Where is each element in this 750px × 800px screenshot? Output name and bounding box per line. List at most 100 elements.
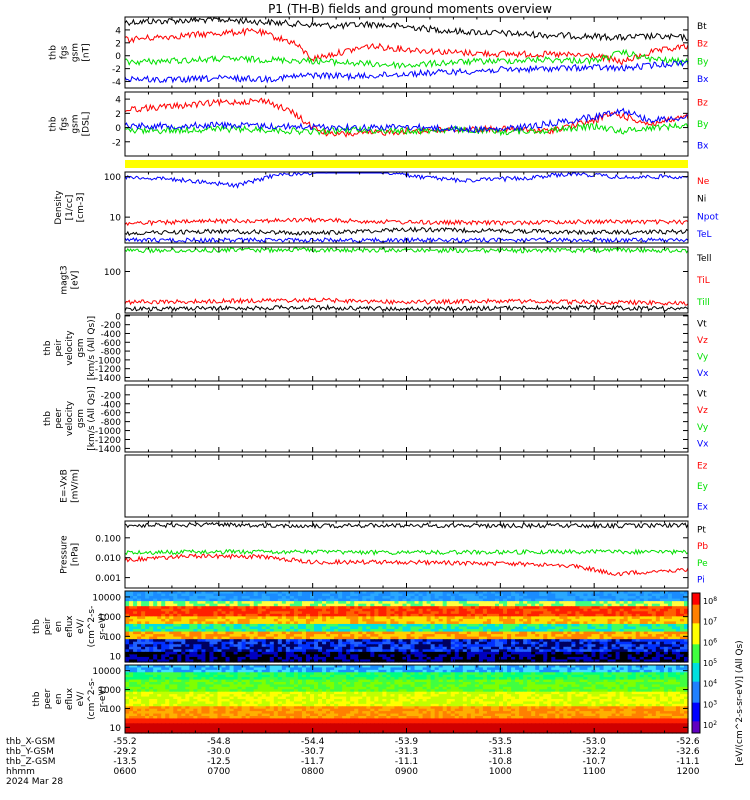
spectrogram-cell: [639, 659, 645, 663]
spectrogram-cell: [418, 651, 424, 655]
spectrogram-cell: [523, 621, 528, 625]
spectrogram-cell: [197, 665, 203, 669]
spectrogram-cell: [378, 649, 383, 653]
spectrogram-cell: [305, 591, 311, 595]
spectrogram-cell: [366, 656, 371, 661]
spectrogram-cell: [309, 596, 315, 600]
spectrogram-cell: [221, 621, 227, 625]
spectrogram-cell: [406, 623, 412, 628]
spectrogram-cell: [571, 593, 576, 597]
spectrogram-cell: [378, 636, 383, 640]
spectrogram-cell: [539, 608, 544, 612]
spectrogram-cell: [229, 608, 235, 612]
spectrogram-cell: [245, 669, 251, 673]
spectrogram-cell: [466, 634, 472, 638]
spectrogram-cell: [273, 634, 279, 638]
spectrogram-cell: [426, 626, 432, 630]
spectrogram-cell: [607, 631, 613, 635]
spectrogram-cell: [305, 608, 311, 612]
spectrogram-cell: [362, 608, 367, 612]
spectrogram-cell: [639, 623, 645, 628]
spectrogram-cell: [169, 629, 174, 633]
spectrogram-cell: [133, 611, 138, 615]
spectrogram-cell: [358, 593, 363, 597]
spectrogram-cell: [273, 669, 279, 673]
spectrogram-cell: [193, 649, 198, 653]
spectrogram-cell: [470, 623, 476, 628]
spectrogram-cell: [249, 636, 255, 640]
spectrogram-cell: [318, 656, 323, 661]
spectrogram-cell: [422, 608, 428, 612]
spectrogram-cell: [281, 649, 287, 653]
spectrogram-cell: [221, 644, 227, 648]
spectrogram-cell: [269, 613, 275, 617]
spectrogram-cell: [145, 593, 150, 597]
spectrogram-cell: [470, 659, 476, 663]
spectrogram-cell: [631, 669, 637, 673]
spectrogram-cell: [281, 646, 287, 650]
spectrogram-cell: [679, 621, 685, 625]
spectrogram-cell: [326, 626, 331, 630]
spectrogram-cell: [651, 608, 657, 612]
spectrogram-cell: [583, 656, 589, 661]
spectrogram-cell: [402, 646, 408, 650]
spectrogram-cell: [474, 651, 480, 655]
spectrogram-cell: [293, 618, 299, 623]
spectrogram-cell: [446, 629, 452, 633]
spectrogram-cell: [627, 598, 633, 602]
spectrogram-cell: [418, 629, 424, 633]
spectrogram-cell: [531, 649, 536, 653]
spectrogram-cell: [281, 608, 287, 612]
spectrogram-cell: [659, 646, 665, 650]
spectrogram-cell: [643, 667, 649, 671]
spectrogram-cell: [430, 659, 436, 663]
spectrogram-cell: [289, 665, 295, 669]
spectrogram-cell: [261, 629, 267, 633]
spectrogram-cell: [382, 634, 387, 638]
spectrogram-cell: [551, 639, 556, 643]
spectrogram-cell: [213, 598, 219, 602]
spectrogram-cell: [370, 603, 375, 607]
spectrogram-cell: [583, 665, 589, 669]
spectrogram-cell: [515, 616, 520, 620]
spectrogram-cell: [257, 613, 263, 617]
spectrogram-cell: [515, 631, 520, 635]
spectrogram-cell: [466, 623, 472, 628]
spectrogram-cell: [366, 631, 371, 635]
spectrogram-cell: [490, 669, 496, 673]
spectrogram-cell: [547, 654, 552, 658]
spectrogram-cell: [414, 649, 420, 653]
legend-Ey: Ey: [697, 482, 709, 492]
spectrogram-cell: [523, 591, 528, 595]
spectrogram-cell: [382, 606, 387, 610]
spectrogram-cell: [575, 623, 581, 628]
spectrogram-cell: [338, 611, 343, 615]
spectrogram-cell: [410, 654, 416, 658]
spectrogram-cell: [149, 659, 154, 663]
spectrogram-cell: [474, 618, 480, 623]
spectrogram-cell: [539, 646, 544, 650]
spectrogram-cell: [647, 641, 653, 645]
spectrogram-cell: [438, 644, 444, 648]
spectrogram-cell: [543, 618, 548, 623]
spectrogram-cell: [535, 644, 540, 648]
spectrogram-cell: [370, 596, 375, 600]
spectrogram-cell: [490, 644, 496, 648]
spectrogram-cell: [494, 667, 500, 671]
spectrogram-cell: [362, 669, 367, 673]
spectrogram-cell: [318, 651, 323, 655]
spectrogram-cell: [177, 636, 182, 640]
spectrogram-cell: [334, 623, 339, 628]
spectrogram-cell: [237, 616, 243, 620]
y-tick-label: -1200: [95, 436, 121, 446]
spectrogram-cell: [555, 626, 560, 630]
spectrogram-cell: [583, 593, 589, 597]
legend-Vz: Vz: [697, 406, 708, 416]
spectrogram-cell: [309, 603, 315, 607]
spectrogram-cell: [527, 631, 532, 635]
spectrogram-cell: [217, 593, 223, 597]
spectrogram-cell: [169, 641, 174, 645]
spectrogram-cell: [482, 596, 488, 600]
spectrogram-cell: [599, 613, 605, 617]
spectrogram-cell: [498, 591, 504, 595]
